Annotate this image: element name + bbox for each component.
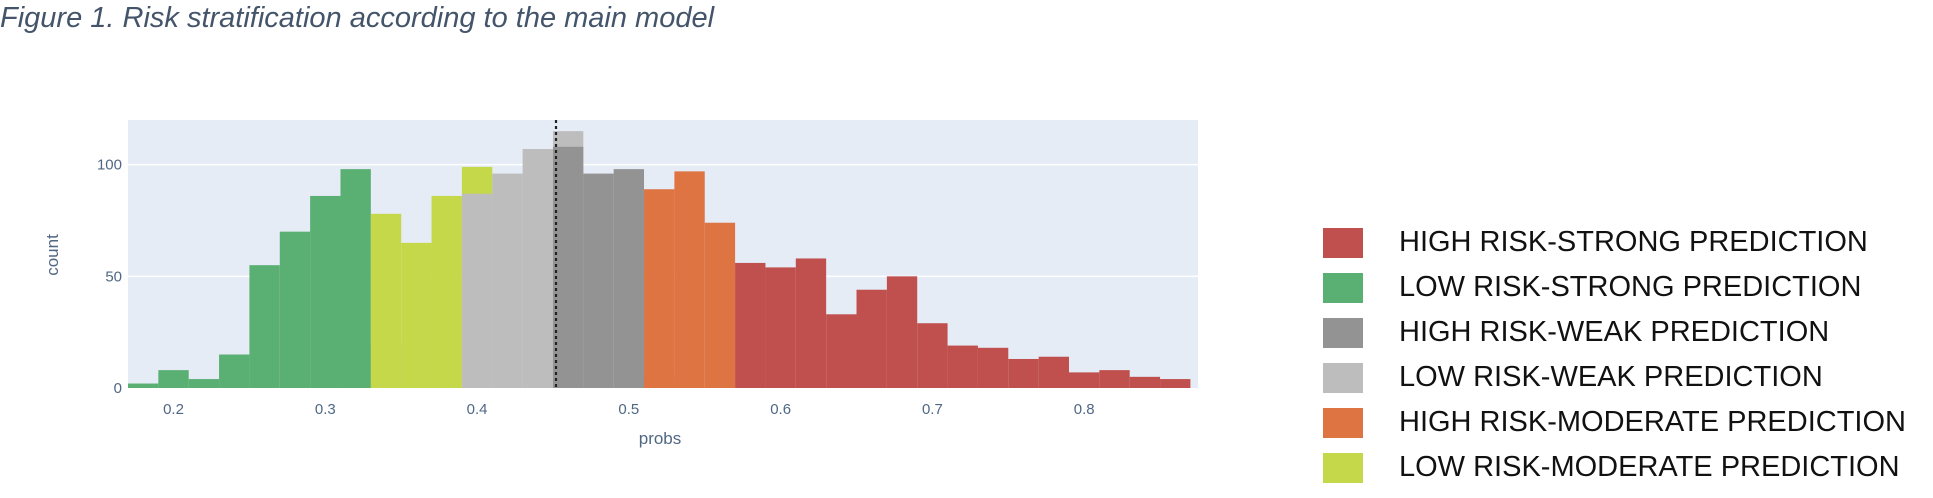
x-tick-label: 0.3 xyxy=(315,401,336,418)
legend-label: HIGH RISK-MODERATE PREDICTION xyxy=(1399,406,1906,438)
y-tick-label: 100 xyxy=(97,157,122,174)
histogram-bar-high-risk-strong-prediction xyxy=(1068,372,1100,388)
histogram-bar-low-risk-strong-prediction xyxy=(219,354,250,388)
histogram-bar-high-risk-strong-prediction xyxy=(1160,379,1191,388)
histogram-bar-high-risk-strong-prediction xyxy=(917,323,948,388)
legend-swatch xyxy=(1323,272,1363,303)
legend-item-high-risk-weak[interactable]: HIGH RISK-WEAK PREDICTION xyxy=(1323,310,1906,355)
y-axis-ticks: 0 50 100 xyxy=(97,157,122,397)
histogram-bar-high-risk-strong-prediction xyxy=(947,345,978,388)
histogram-bar-high-risk-weak-prediction xyxy=(583,173,614,388)
x-tick-label: 0.8 xyxy=(1074,401,1095,418)
histogram-bar-high-risk-strong-prediction xyxy=(886,276,918,388)
histogram-bar-high-risk-strong-prediction xyxy=(1038,356,1069,388)
legend-item-low-risk-moderate[interactable]: LOW RISK-MODERATE PREDICTION xyxy=(1323,445,1906,490)
histogram-bar-low-risk-strong-prediction xyxy=(249,265,280,388)
histogram-bar-low-risk-strong-prediction xyxy=(188,379,220,388)
histogram-bar-high-risk-strong-prediction xyxy=(977,347,1009,388)
x-axis-ticks: 0.2 0.3 0.4 0.5 0.6 0.7 0.8 xyxy=(163,401,1094,418)
histogram-bar-low-risk-strong-prediction xyxy=(279,231,311,388)
legend-swatch xyxy=(1323,407,1363,438)
histogram-bars xyxy=(128,131,1191,388)
histogram-bar-low-risk-moderate-prediction xyxy=(431,195,462,388)
legend-label: LOW RISK-MODERATE PREDICTION xyxy=(1399,451,1900,483)
histogram-bar-high-risk-weak-prediction xyxy=(552,146,584,388)
x-tick-label: 0.5 xyxy=(618,401,639,418)
histogram-bar-low-risk-moderate-prediction xyxy=(370,213,402,388)
legend-item-high-risk-strong[interactable]: HIGH RISK-STRONG PREDICTION xyxy=(1323,220,1906,265)
figure-caption: Figure 1. Risk stratification according … xyxy=(0,2,715,34)
histogram-bar-high-risk-strong-prediction xyxy=(1008,358,1039,388)
legend-label: HIGH RISK-WEAK PREDICTION xyxy=(1399,316,1830,348)
legend-item-low-risk-weak[interactable]: LOW RISK-WEAK PREDICTION xyxy=(1323,355,1906,400)
legend-label: LOW RISK-STRONG PREDICTION xyxy=(1399,271,1862,303)
histogram-bar-high-risk-strong-prediction xyxy=(795,258,827,388)
histogram-bar-high-risk-moderate-prediction xyxy=(644,189,675,388)
x-tick-label: 0.2 xyxy=(163,401,184,418)
histogram-bar-high-risk-moderate-prediction xyxy=(674,171,705,388)
y-tick-label: 0 xyxy=(114,380,122,397)
legend-swatch xyxy=(1323,452,1363,483)
x-axis-label: probs xyxy=(639,429,682,448)
legend-swatch xyxy=(1323,362,1363,393)
histogram-bar-low-risk-weak-prediction xyxy=(492,173,523,388)
legend-item-low-risk-strong[interactable]: LOW RISK-STRONG PREDICTION xyxy=(1323,265,1906,310)
histogram-bar-high-risk-strong-prediction xyxy=(856,289,887,388)
legend-swatch xyxy=(1323,227,1363,258)
histogram-bar-low-risk-moderate-prediction xyxy=(401,242,432,388)
histogram-bar-high-risk-strong-prediction xyxy=(826,314,857,388)
histogram-bar-low-risk-weak-prediction xyxy=(461,193,493,388)
histogram-bar-low-risk-strong-prediction xyxy=(158,370,189,388)
histogram-bar-high-risk-strong-prediction xyxy=(1129,376,1161,388)
histogram-bar-low-risk-weak-prediction xyxy=(522,149,553,388)
y-tick-label: 50 xyxy=(105,268,122,285)
x-tick-label: 0.4 xyxy=(467,401,488,418)
histogram-bar-low-risk-strong-prediction xyxy=(340,169,371,388)
histogram-bar-high-risk-strong-prediction xyxy=(735,262,766,388)
legend-item-high-risk-moderate[interactable]: HIGH RISK-MODERATE PREDICTION xyxy=(1323,400,1906,445)
chart-legend: HIGH RISK-STRONG PREDICTION LOW RISK-STR… xyxy=(1323,220,1906,490)
legend-label: HIGH RISK-STRONG PREDICTION xyxy=(1399,226,1868,258)
histogram-bar-high-risk-strong-prediction xyxy=(765,267,796,388)
histogram-bar-low-risk-strong-prediction xyxy=(128,383,159,388)
histogram-bar-high-risk-moderate-prediction xyxy=(704,222,736,388)
x-tick-label: 0.6 xyxy=(770,401,791,418)
legend-swatch xyxy=(1323,317,1363,348)
histogram-bar-high-risk-strong-prediction xyxy=(1099,370,1130,388)
x-tick-label: 0.7 xyxy=(922,401,943,418)
histogram-bar-high-risk-weak-prediction xyxy=(613,169,645,388)
histogram-bar-low-risk-strong-prediction xyxy=(310,195,341,388)
legend-label: LOW RISK-WEAK PREDICTION xyxy=(1399,361,1823,393)
y-axis-label: count xyxy=(43,234,62,276)
